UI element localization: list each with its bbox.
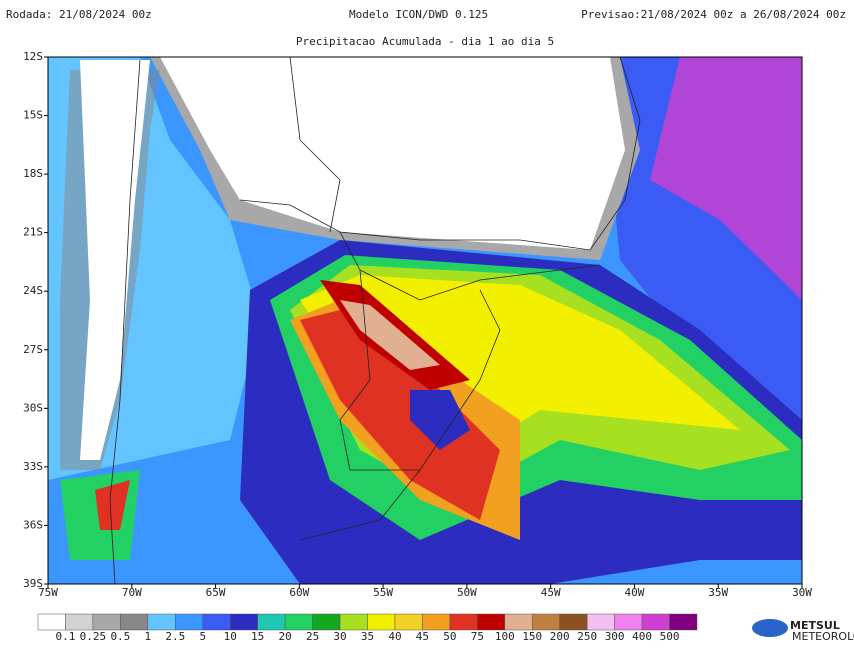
colorbar-label: 200 [550, 630, 570, 643]
colorbar-swatch [614, 613, 643, 631]
subtitle: Precipitacao Acumulada - dia 1 ao dia 5 [296, 35, 554, 48]
colorbar-swatch [559, 613, 588, 631]
colorbar-label: 45 [416, 630, 429, 643]
colorbar-label: 150 [522, 630, 542, 643]
colorbar-label: 2.5 [165, 630, 185, 643]
colorbar-label: 0.5 [110, 630, 130, 643]
colorbar-label: 250 [577, 630, 597, 643]
lon-label: 50W [457, 586, 477, 599]
lon-label: 65W [206, 586, 226, 599]
precipitation-map [48, 57, 802, 584]
colorbar-label: 500 [660, 630, 680, 643]
colorbar-label: 0.25 [80, 630, 107, 643]
colorbar-swatch [312, 613, 341, 631]
model-label: Modelo ICON/DWD 0.125 [349, 8, 488, 21]
lat-label: 27S [23, 343, 43, 356]
lat-label: 21S [23, 226, 43, 239]
logo-tagline: METEOROLOGIA [792, 630, 854, 643]
lon-label: 55W [373, 586, 393, 599]
lat-label: 39S [23, 577, 43, 590]
colorbar-swatch [257, 613, 286, 631]
colorbar-swatch [175, 613, 204, 631]
colorbar-label: 75 [471, 630, 484, 643]
lat-label: 15S [23, 109, 43, 122]
logo-globe [752, 619, 788, 637]
colorbar-swatch [92, 613, 121, 631]
colorbar-swatch [202, 613, 231, 631]
lon-label: 75W [38, 586, 58, 599]
colorbar-label: 300 [605, 630, 625, 643]
colorbar-label: 50 [443, 630, 456, 643]
colorbar-label: 25 [306, 630, 319, 643]
colorbar-swatch [422, 613, 451, 631]
colorbar-swatch [339, 613, 368, 631]
colorbar-swatch [504, 613, 533, 631]
colorbar-swatch [367, 613, 396, 631]
colorbar-swatch [449, 613, 478, 631]
colorbar: 0.1 0.25 0.5 1 2.5 5 10 15 20 25 30 35 40 45 50 75 100 15… [37, 613, 698, 643]
lon-label: 45W [541, 586, 561, 599]
lat-label: 36S [23, 518, 43, 531]
colorbar-swatch [641, 613, 670, 631]
logo: METSUL METEOROLOGIA [752, 619, 854, 643]
colorbar-swatch [532, 613, 560, 631]
colorbar-label: 15 [251, 630, 264, 643]
lon-label: 70W [122, 586, 142, 599]
colorbar-swatch [120, 613, 149, 631]
colorbar-label: 40 [388, 630, 401, 643]
colorbar-swatch [229, 613, 258, 631]
colorbar-swatch [284, 613, 313, 631]
lat-label: 24S [23, 284, 43, 297]
colorbar-swatch [669, 613, 698, 631]
map-frame [47, 56, 803, 585]
lon-label: 35W [708, 586, 728, 599]
forecast-label: Previsao:21/08/2024 00z a 26/08/2024 00z [581, 8, 846, 21]
lon-label: 40W [625, 586, 645, 599]
lat-label: 12S [23, 50, 43, 63]
lon-label: 30W [792, 586, 812, 599]
colorbar-label: 400 [632, 630, 652, 643]
colorbar-swatch [147, 613, 176, 631]
colorbar-label: 10 [224, 630, 237, 643]
colorbar-swatch [394, 613, 423, 631]
colorbar-label: 100 [495, 630, 515, 643]
colorbar-label: 0.1 [56, 630, 76, 643]
colorbar-label: 1 [145, 630, 152, 643]
colorbar-label: 30 [333, 630, 346, 643]
colorbar-swatch [65, 613, 94, 631]
colorbar-swatch [37, 613, 66, 631]
colorbar-swatch [586, 613, 615, 631]
lat-label: 33S [23, 460, 43, 473]
lat-label: 30S [23, 401, 43, 414]
colorbar-label: 20 [279, 630, 292, 643]
colorbar-label: 5 [199, 630, 206, 643]
lat-label: 18S [23, 167, 43, 180]
run-label: Rodada: 21/08/2024 00z [6, 8, 152, 21]
colorbar-label: 35 [361, 630, 374, 643]
lon-label: 60W [289, 586, 309, 599]
logo-name: METSUL [790, 619, 840, 632]
colorbar-swatch [477, 613, 506, 631]
